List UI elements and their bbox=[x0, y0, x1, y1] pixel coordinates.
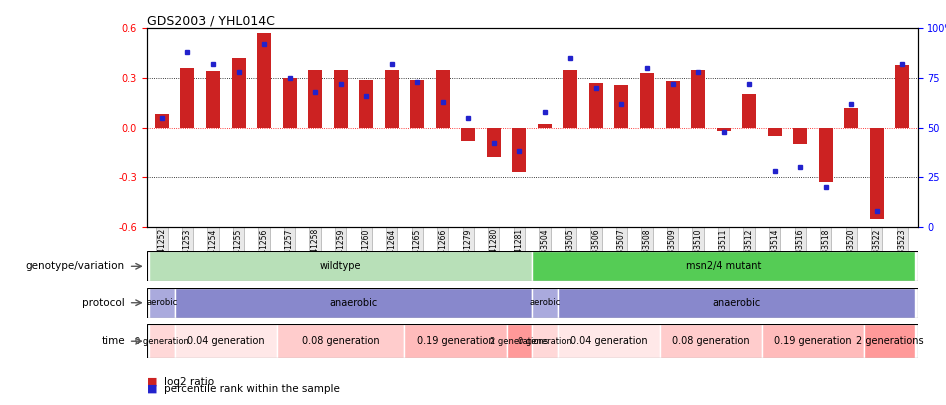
Text: time: time bbox=[101, 336, 125, 346]
Bar bbox=[175, 324, 277, 358]
Bar bbox=[864, 324, 915, 358]
Bar bbox=[895, 65, 909, 128]
Text: 0.19 generation: 0.19 generation bbox=[417, 336, 495, 346]
Text: ■: ■ bbox=[147, 384, 157, 394]
Text: aerobic: aerobic bbox=[147, 298, 178, 307]
Text: 0.04 generation: 0.04 generation bbox=[569, 336, 647, 346]
Text: 0 generation: 0 generation bbox=[135, 337, 189, 346]
Bar bbox=[793, 128, 807, 144]
Bar bbox=[206, 71, 220, 128]
Text: genotype/variation: genotype/variation bbox=[26, 261, 125, 271]
Bar bbox=[869, 128, 884, 219]
Bar bbox=[659, 324, 762, 358]
Bar bbox=[277, 324, 405, 358]
Bar bbox=[411, 80, 424, 128]
Text: ■: ■ bbox=[147, 377, 157, 386]
Text: 0.04 generation: 0.04 generation bbox=[187, 336, 265, 346]
Text: anaerobic: anaerobic bbox=[712, 298, 761, 308]
Bar bbox=[149, 288, 175, 318]
Text: 0.08 generation: 0.08 generation bbox=[302, 336, 379, 346]
Text: 2 generations: 2 generations bbox=[856, 336, 923, 346]
Bar bbox=[532, 324, 557, 358]
Bar bbox=[149, 324, 175, 358]
Text: GDS2003 / YHL014C: GDS2003 / YHL014C bbox=[147, 14, 274, 27]
Bar bbox=[538, 124, 552, 128]
Bar bbox=[844, 108, 858, 128]
Bar bbox=[436, 70, 449, 128]
Bar bbox=[334, 70, 348, 128]
Bar bbox=[149, 251, 532, 281]
Bar bbox=[615, 85, 628, 128]
Bar bbox=[589, 83, 603, 128]
Bar bbox=[640, 73, 654, 128]
Bar bbox=[283, 78, 297, 128]
Text: 0.19 generation: 0.19 generation bbox=[774, 336, 851, 346]
Bar bbox=[487, 128, 500, 158]
Text: 0.08 generation: 0.08 generation bbox=[672, 336, 749, 346]
Bar bbox=[564, 70, 577, 128]
Bar bbox=[257, 33, 272, 128]
Text: aerobic: aerobic bbox=[529, 298, 561, 307]
Bar bbox=[762, 324, 864, 358]
Text: 2 generations: 2 generations bbox=[490, 337, 549, 346]
Bar bbox=[175, 288, 532, 318]
Text: msn2/4 mutant: msn2/4 mutant bbox=[686, 261, 762, 271]
Bar bbox=[532, 288, 557, 318]
Bar bbox=[716, 128, 730, 131]
Bar bbox=[818, 128, 832, 182]
Bar bbox=[405, 324, 507, 358]
Bar bbox=[557, 324, 659, 358]
Bar bbox=[557, 288, 915, 318]
Text: log2 ratio: log2 ratio bbox=[164, 377, 214, 386]
Text: 0 generation: 0 generation bbox=[518, 337, 571, 346]
Bar bbox=[666, 81, 679, 128]
Bar bbox=[181, 68, 195, 128]
Bar bbox=[532, 251, 915, 281]
Bar bbox=[513, 128, 526, 172]
Bar bbox=[507, 324, 532, 358]
Text: wildtype: wildtype bbox=[320, 261, 361, 271]
Text: anaerobic: anaerobic bbox=[329, 298, 377, 308]
Text: percentile rank within the sample: percentile rank within the sample bbox=[164, 384, 340, 394]
Bar bbox=[462, 128, 475, 141]
Bar bbox=[742, 94, 756, 128]
Text: protocol: protocol bbox=[82, 298, 125, 308]
Bar bbox=[155, 114, 169, 128]
Bar bbox=[385, 70, 398, 128]
Bar bbox=[767, 128, 781, 136]
Bar bbox=[359, 80, 374, 128]
Bar bbox=[691, 70, 705, 128]
Bar bbox=[232, 58, 246, 128]
Bar bbox=[308, 70, 323, 128]
